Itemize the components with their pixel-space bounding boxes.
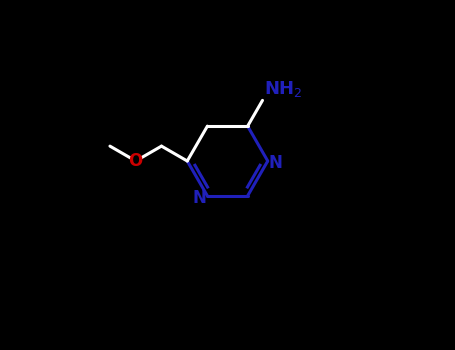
Text: NH$_2$: NH$_2$ — [263, 79, 302, 99]
Text: N: N — [268, 154, 283, 172]
Text: N: N — [193, 189, 207, 206]
Text: O: O — [129, 152, 143, 170]
